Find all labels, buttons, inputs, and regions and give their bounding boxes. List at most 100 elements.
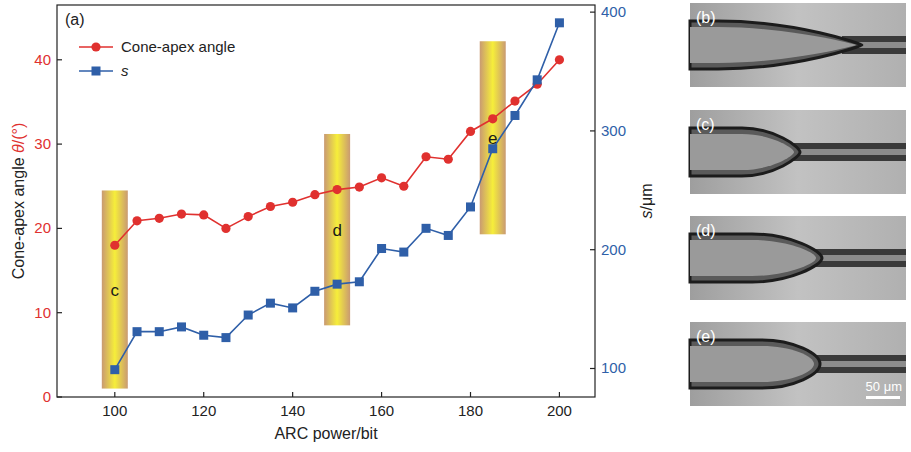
y-tick [57, 396, 62, 397]
annotation-label: e [488, 129, 497, 148]
y2-tick [590, 249, 595, 250]
marker [310, 287, 319, 296]
x-tick [381, 392, 382, 397]
marker [422, 224, 431, 233]
x-tick-label: 100 [102, 402, 127, 419]
fiber-tip-inner [690, 27, 856, 63]
micrograph: (d) [690, 216, 906, 300]
y-tick-label: 30 [34, 135, 51, 152]
x-tick [559, 392, 560, 397]
y2-tick-label: 300 [601, 122, 626, 139]
scale-bar [866, 396, 900, 399]
marker [266, 299, 275, 308]
y2-tick-label: 400 [601, 3, 626, 20]
marker [244, 311, 253, 320]
y-tick [57, 312, 62, 313]
legend-entry: s [79, 62, 129, 79]
micrograph-background [690, 322, 906, 406]
marker [355, 277, 364, 286]
marker [466, 127, 475, 136]
micrograph-background [690, 3, 906, 87]
marker [288, 198, 297, 207]
micrograph: (e) [690, 322, 906, 406]
plot-frame [57, 5, 595, 397]
marker [199, 210, 208, 219]
y-tick [57, 143, 62, 144]
marker [221, 333, 230, 342]
fiber-tip [690, 340, 820, 388]
scale-bar-label: 50 μm [866, 379, 902, 394]
series [110, 18, 564, 374]
y2-tick [590, 130, 595, 131]
marker [444, 155, 453, 164]
marker [310, 190, 319, 199]
highlight-bar [102, 190, 128, 388]
micrograph-label: (d) [696, 222, 716, 239]
fiber-tip [690, 21, 862, 69]
marker [399, 182, 408, 191]
marker [266, 202, 275, 211]
legend-label: s [121, 62, 129, 79]
marker [377, 173, 386, 182]
annotation-label: c [111, 281, 120, 300]
fiber-tip [690, 128, 800, 176]
annotation-label: d [332, 221, 341, 240]
y-tick-label: 0 [43, 388, 51, 405]
x-tick [114, 392, 115, 397]
highlight-bar [324, 134, 350, 325]
legend-entry: Cone-apex angle [79, 38, 235, 55]
marker [221, 224, 230, 233]
marker [177, 322, 186, 331]
fiber-tip-inner [690, 134, 794, 170]
micrograph-label: (b) [696, 9, 716, 26]
marker [510, 111, 519, 120]
series-line [115, 60, 560, 245]
legend-label: Cone-apex angle [121, 38, 235, 55]
x-tick-label: 180 [458, 402, 483, 419]
y-tick-label: 40 [34, 51, 51, 68]
fiber-tip [690, 234, 822, 282]
series-line [115, 23, 560, 370]
y-axis-title: Cone-apex angle θ/(°) [10, 123, 27, 280]
panel-label: (a) [65, 11, 85, 28]
marker [555, 18, 564, 27]
marker [288, 303, 297, 312]
marker [333, 280, 342, 289]
micrograph-label: (c) [696, 116, 715, 133]
y-tick [57, 228, 62, 229]
marker [399, 248, 408, 257]
legend-marker [91, 42, 100, 51]
micrograph: (c) [690, 110, 906, 194]
x-axis-title: ARC power/bit [274, 425, 378, 442]
annotations [102, 41, 506, 388]
y2-tick-label: 200 [601, 241, 626, 258]
micrograph: (b) [690, 3, 906, 87]
x-tick-label: 160 [369, 402, 394, 419]
y-tick [57, 59, 62, 60]
micrograph-background [690, 110, 906, 194]
marker [533, 75, 542, 84]
y2-tick [590, 368, 595, 369]
x-tick [292, 392, 293, 397]
x-tick [203, 392, 204, 397]
y-tick-label: 10 [34, 304, 51, 321]
x-tick [470, 392, 471, 397]
marker [488, 114, 497, 123]
y-tick-label: 20 [34, 219, 51, 236]
fiber-tip-inner [690, 240, 816, 276]
marker [244, 212, 253, 221]
micrograph-background [690, 216, 906, 300]
y2-tick [590, 12, 595, 13]
x-tick-label: 200 [547, 402, 572, 419]
marker [466, 202, 475, 211]
marker [132, 216, 141, 225]
marker [199, 331, 208, 340]
marker [155, 327, 164, 336]
marker [555, 55, 564, 64]
marker [110, 365, 119, 374]
fiber-tip-inner [690, 346, 814, 382]
x-tick-label: 120 [191, 402, 216, 419]
marker [377, 244, 386, 253]
marker [355, 182, 364, 191]
micrograph-label: (e) [696, 328, 716, 345]
